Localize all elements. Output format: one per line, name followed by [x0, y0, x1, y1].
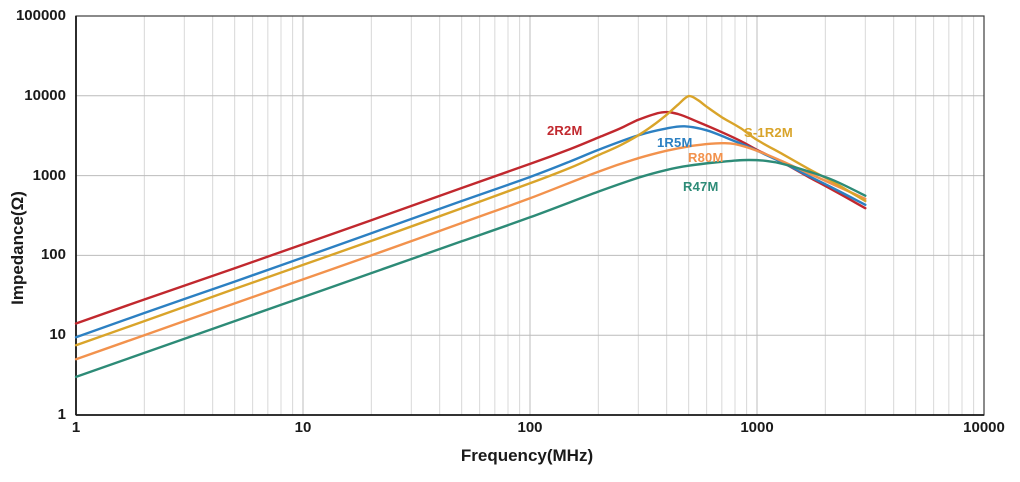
y-tick-label: 10: [49, 326, 66, 344]
series-label-s1r2m: S-1R2M: [744, 125, 793, 140]
series-label-1r5m: 1R5M: [657, 135, 693, 150]
y-tick-label: 1: [57, 406, 66, 423]
x-tick-label: 1: [71, 419, 81, 436]
y-tick-label: 1000: [32, 166, 66, 184]
x-tick-label: 10000: [963, 419, 1005, 436]
series-label-r47m: R47M: [683, 179, 719, 194]
curve-S-1R2M: [74, 94, 867, 347]
curve-R80M: [74, 141, 867, 361]
x-tick-label: 1000: [740, 419, 774, 436]
series-label-r80m: R80M: [688, 150, 724, 165]
x-axis-title: Frequency(MHz): [460, 446, 594, 465]
y-axis-title: Impedance(Ω): [8, 191, 27, 305]
series-label-2r2m: 2R2M: [547, 123, 583, 138]
y-tick-label: 100000: [15, 7, 66, 24]
x-tick-label: 10: [294, 419, 312, 436]
curve-R47M: [74, 158, 867, 379]
y-tick-label: 100: [40, 246, 66, 264]
y-tick-label: 10000: [24, 86, 66, 104]
x-tick-label: 100: [517, 419, 543, 436]
